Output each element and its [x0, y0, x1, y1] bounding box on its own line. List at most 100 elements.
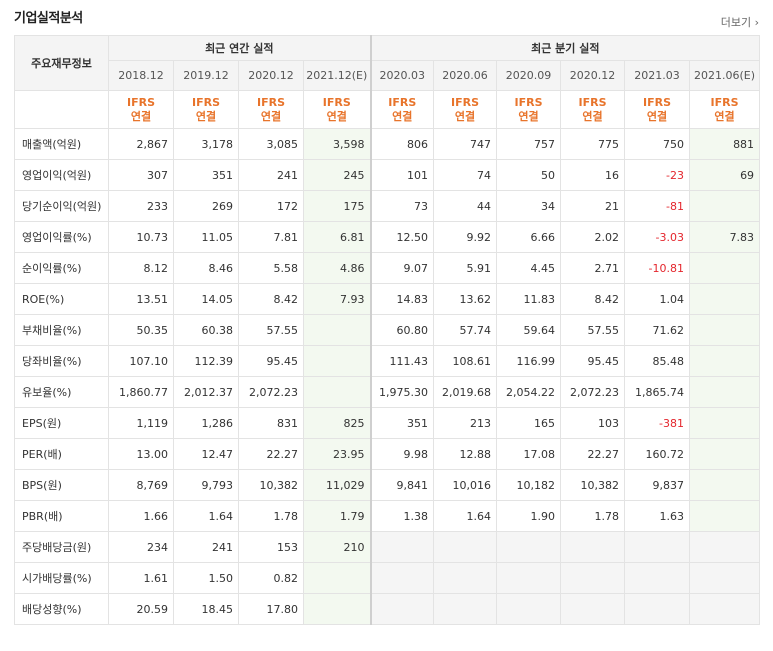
table-cell: 69 — [689, 159, 761, 191]
table-cell: 57.55 — [560, 314, 626, 346]
table-cell: -81 — [624, 190, 691, 222]
table-cell: 307 — [108, 159, 174, 191]
table-cell: -23 — [624, 159, 691, 191]
table-cell — [560, 593, 626, 625]
table-cell: 234 — [108, 531, 174, 563]
period-header: 2021.03 — [624, 60, 691, 91]
period-header: 2020.09 — [496, 60, 562, 91]
table-cell: 22.27 — [238, 438, 304, 470]
table-cell — [369, 562, 435, 594]
ifrs-label: IFRS 연결 — [560, 90, 626, 129]
table-cell: 10,382 — [560, 469, 626, 501]
table-cell — [689, 562, 761, 594]
table-cell — [689, 252, 761, 284]
table-cell: 95.45 — [238, 345, 304, 377]
row-label: 영업이익률(%) — [14, 221, 109, 253]
corner-blank — [14, 90, 109, 129]
period-header: 2021.12(E) — [302, 60, 372, 91]
table-cell — [302, 345, 372, 377]
table-cell: 9.92 — [433, 221, 498, 253]
table-cell: 71.62 — [624, 314, 691, 346]
table-cell: 1.04 — [624, 283, 691, 315]
table-cell: 5.58 — [238, 252, 304, 284]
table-cell — [302, 376, 372, 408]
period-header: 2020.12 — [238, 60, 304, 91]
table-cell — [689, 500, 761, 532]
table-cell: 1,286 — [173, 407, 239, 439]
table-cell: 44 — [433, 190, 498, 222]
table-cell: 85.48 — [624, 345, 691, 377]
period-header: 2021.06(E) — [689, 60, 761, 91]
table-cell: 9,841 — [369, 469, 435, 501]
table-cell: 13.00 — [108, 438, 174, 470]
table-cell: 60.80 — [369, 314, 435, 346]
period-header: 2020.06 — [433, 60, 498, 91]
consolidated-text: 연결 — [518, 109, 539, 123]
table-row: 시가배당률(%) 1.61 1.50 0.82 — [14, 562, 761, 594]
table-cell: 12.47 — [173, 438, 239, 470]
row-label: 영업이익(억원) — [14, 159, 109, 191]
table-cell: 1.50 — [173, 562, 239, 594]
table-cell — [689, 376, 761, 408]
table-cell: 11,029 — [302, 469, 372, 501]
table-cell: 1.79 — [302, 500, 372, 532]
table-cell — [689, 345, 761, 377]
table-cell: 34 — [496, 190, 562, 222]
table-cell: 10,016 — [433, 469, 498, 501]
consolidated-text: 연결 — [392, 109, 413, 123]
table-cell: 1.66 — [108, 500, 174, 532]
table-cell: 14.83 — [369, 283, 435, 315]
table-cell: 806 — [369, 128, 435, 160]
consolidated-text: 연결 — [260, 109, 282, 123]
table-cell: 9.98 — [369, 438, 435, 470]
table-cell: 213 — [433, 407, 498, 439]
table-cell: 11.83 — [496, 283, 562, 315]
consolidated-text: 연결 — [454, 109, 476, 123]
ifrs-text: IFRS — [451, 95, 480, 109]
more-link[interactable]: 더보기 › — [720, 16, 759, 29]
table-cell: -3.03 — [624, 221, 691, 253]
table-cell: 1.38 — [369, 500, 435, 532]
ifrs-text: IFRS — [514, 95, 543, 109]
row-label: 부채비율(%) — [14, 314, 109, 346]
table-cell: 10.73 — [108, 221, 174, 253]
table-row: ROE(%) 13.51 14.05 8.42 7.93 14.83 13.62 11.83 8… — [14, 283, 761, 315]
quarter-group-header: 최근 분기 실적 — [369, 35, 761, 61]
table-cell: 210 — [302, 531, 372, 563]
consolidated-text: 연결 — [714, 109, 735, 123]
ifrs-label: IFRS 연결 — [624, 90, 691, 129]
table-cell: 74 — [433, 159, 498, 191]
ifrs-label: IFRS 연결 — [108, 90, 174, 129]
table-cell: 3,178 — [173, 128, 239, 160]
table-cell: 50.35 — [108, 314, 174, 346]
table-cell: 57.74 — [433, 314, 498, 346]
table-cell: 825 — [302, 407, 372, 439]
row-label: 유보율(%) — [14, 376, 109, 408]
table-cell: 8.12 — [108, 252, 174, 284]
consolidated-text: 연결 — [646, 109, 668, 123]
table-cell: 1,119 — [108, 407, 174, 439]
table-cell: 2,072.23 — [238, 376, 304, 408]
table-cell: 351 — [369, 407, 435, 439]
ifrs-text: IFRS — [643, 95, 672, 109]
table-cell: 10,382 — [238, 469, 304, 501]
consolidated-text: 연결 — [582, 109, 603, 123]
table-cell: 116.99 — [496, 345, 562, 377]
table-cell: 233 — [108, 190, 174, 222]
table-cell: 241 — [238, 159, 304, 191]
table-cell — [689, 407, 761, 439]
ifrs-label: IFRS 연결 — [689, 90, 761, 129]
period-header: 2020.03 — [369, 60, 435, 91]
table-cell — [369, 593, 435, 625]
table-cell: 881 — [689, 128, 761, 160]
table-row: EPS(원) 1,119 1,286 831 825 351 213 165 103 -381 — [14, 407, 761, 439]
row-label: ROE(%) — [14, 283, 109, 315]
table-cell: 3,085 — [238, 128, 304, 160]
table-cell — [560, 531, 626, 563]
ifrs-text: IFRS — [322, 95, 351, 109]
row-label: 시가배당률(%) — [14, 562, 109, 594]
table-cell: 108.61 — [433, 345, 498, 377]
table-cell: 165 — [496, 407, 562, 439]
ifrs-text: IFRS — [257, 95, 285, 109]
